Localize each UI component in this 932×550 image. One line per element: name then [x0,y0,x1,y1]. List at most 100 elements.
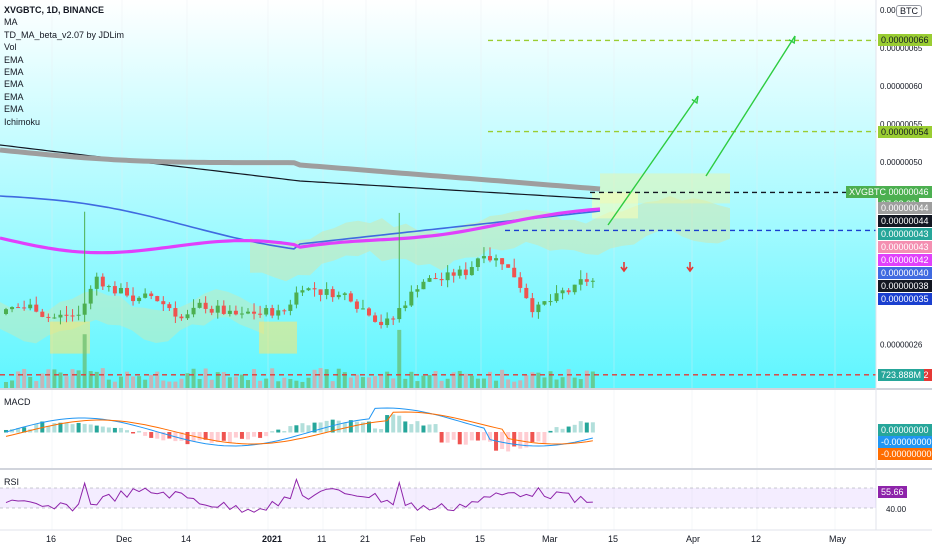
macd-histogram-bar [209,432,214,443]
candle-body [457,269,462,276]
volume-bar [118,376,123,388]
candle-body [221,305,226,314]
macd-histogram-bar [185,432,190,445]
macd-histogram-bar [463,432,468,445]
candle-body [282,310,287,312]
volume-bar [58,372,63,388]
volume-bar [143,379,148,388]
volume-bar [445,378,450,388]
candle-body [100,276,105,287]
macd-histogram-bar [143,432,148,436]
legend-item-vol[interactable]: Vol [4,42,17,53]
legend-item-ema-4[interactable]: EMA [4,91,24,102]
down-arrow-icon [620,262,628,273]
legend-item-ma[interactable]: MA [4,17,18,28]
legend-item-ichimoku[interactable]: Ichimoku [4,116,41,127]
macd-histogram-bar [354,421,359,433]
volume-bar [457,370,462,388]
macd-value-tag: -0.00000000 [878,436,932,448]
macd-histogram-bar [500,432,505,449]
currency-badge[interactable]: BTC [896,5,922,17]
candle-body [500,258,505,265]
volume-bar [536,372,541,388]
candle-body [149,293,154,297]
volume-bar [590,371,595,388]
candle-body [46,316,51,318]
legend-item-ema-5[interactable]: EMA [4,104,24,115]
projection-arrow-1-head [691,95,699,105]
price-axis-tick: 0.00000050 [880,158,923,167]
macd-histogram-bar [64,422,69,433]
macd-histogram-bar [22,427,27,433]
candle-body [70,315,75,317]
volume-bar [294,380,299,388]
candle-body [475,258,480,268]
candle-body [40,311,45,317]
volume-bar [46,369,51,388]
candle-body [209,308,214,313]
macd-histogram-bar [227,432,232,444]
candle-body [439,278,444,281]
legend-item-ema-1[interactable]: EMA [4,54,24,65]
legend-item-ema-2[interactable]: EMA [4,67,24,78]
volume-bar [578,379,583,388]
volume-bar [34,381,39,388]
candle-body [415,289,420,292]
macd-histogram-bar [306,425,311,433]
macd-histogram-bar [239,432,244,439]
candle-body [481,256,486,259]
volume-bar [318,368,323,388]
macd-histogram-bar [409,424,414,433]
volume-bar [397,329,402,388]
volume-bar [94,371,99,388]
volume-bar [227,377,232,388]
volume-bar [88,371,93,388]
rsi-pane-label[interactable]: RSI [4,477,20,487]
volume-bar [354,374,359,388]
candle-body [348,293,353,302]
volume-bar [203,368,208,388]
volume-bar [554,379,559,388]
macd-histogram-bar [475,432,480,441]
volume-bar [409,371,414,388]
volume-bar [542,377,547,388]
macd-histogram-bar [264,432,269,437]
candle-body [112,286,117,294]
volume-bar [28,376,33,388]
macd-histogram-bar [427,424,432,433]
volume-bar [167,381,172,388]
price-tag: 0.00000044 [878,201,932,214]
macd-histogram-bar [451,432,456,440]
macd-histogram-bar [584,422,589,433]
price-tag: 0.00000043 [878,227,932,240]
legend-item-td-ma[interactable]: TD_MA_beta_v2.07 by JDLim [4,29,125,40]
candle-body [409,291,414,306]
macd-histogram-bar [155,432,160,439]
candle-body [354,301,359,309]
rsi-axis-tick: 40.00 [886,505,907,514]
volume-bar [82,334,87,388]
volume-bar [64,376,69,388]
candle-body [451,272,456,276]
volume-bar [185,373,190,388]
candle-body [445,272,450,281]
candle-body [22,307,27,309]
volume-bar [373,376,378,388]
candle-body [530,298,535,313]
volume-bar [100,368,105,388]
macd-pane-label[interactable]: MACD [4,397,31,407]
macd-histogram-bar [530,432,535,442]
price-tag: 0.00000043 [878,240,932,253]
macd-value-tag: -0.00000000 [878,448,932,460]
price-tag: 0.00000040 [878,266,932,279]
volume-bar [40,373,45,388]
candle-body [403,305,408,309]
macd-histogram-bar [445,432,450,443]
candle-body [427,278,432,282]
candle-body [566,290,571,293]
legend-item-ema-3[interactable]: EMA [4,79,24,90]
symbol-title[interactable]: XVGBTC, 1D, BINANCE [4,5,105,15]
candle-body [506,264,511,268]
